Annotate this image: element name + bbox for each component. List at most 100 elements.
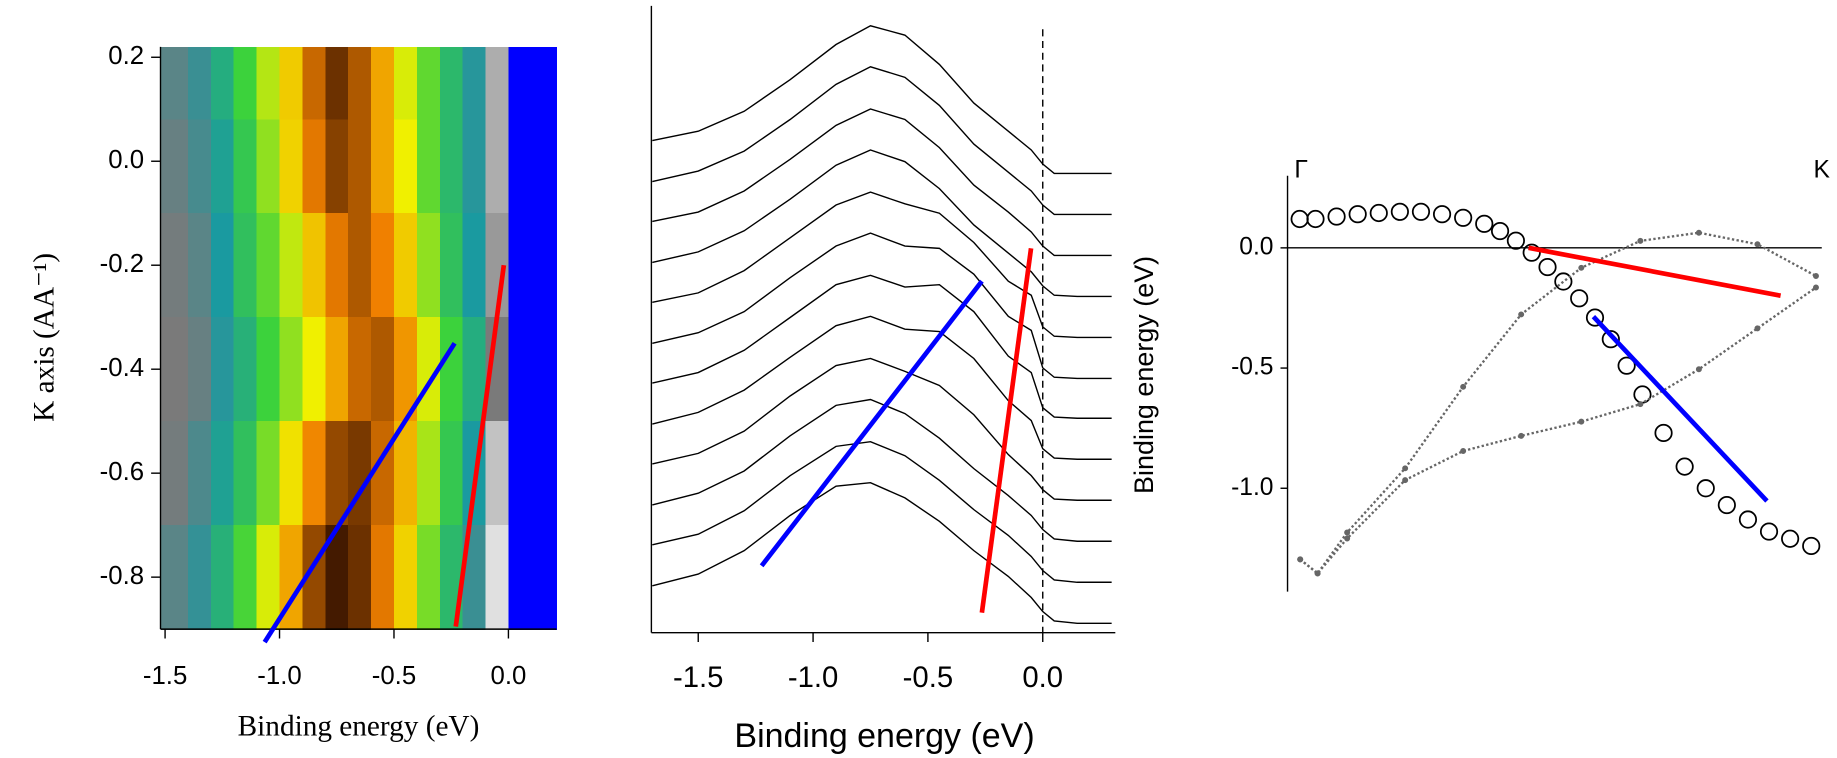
heatmap-cell bbox=[302, 421, 327, 526]
data-point bbox=[1617, 356, 1636, 375]
data-point bbox=[1490, 221, 1510, 241]
data-point bbox=[1675, 457, 1694, 476]
heatmap-cell bbox=[160, 46, 189, 121]
dot-point bbox=[1637, 401, 1644, 408]
spectrum-line bbox=[652, 25, 1112, 175]
y-tick-label: -0.5 bbox=[1231, 354, 1273, 381]
heatmap-cell bbox=[256, 421, 281, 526]
heatmap-cell bbox=[508, 213, 533, 318]
x-tick-label: K bbox=[1814, 157, 1831, 184]
heatmap-cell bbox=[160, 421, 189, 526]
x-tick-label: -1.0 bbox=[257, 662, 301, 690]
fit-line bbox=[453, 264, 507, 627]
heatmap-cell bbox=[210, 46, 235, 121]
heatmap-cell bbox=[393, 525, 418, 630]
spectrum-line bbox=[652, 274, 1112, 419]
heatmap-cell bbox=[160, 119, 189, 214]
heatmap-cell bbox=[279, 46, 304, 121]
data-point bbox=[1369, 203, 1388, 223]
heatmap-cell bbox=[485, 525, 510, 630]
dot-point bbox=[1578, 418, 1585, 425]
fit-line bbox=[1591, 315, 1769, 503]
x-tick-label: 0.0 bbox=[491, 662, 527, 690]
heatmap-cell bbox=[187, 213, 212, 318]
data-point bbox=[1475, 214, 1494, 233]
heatmap-cell bbox=[233, 525, 258, 630]
dot-point bbox=[1344, 529, 1351, 536]
x-tick-label: -0.5 bbox=[372, 662, 416, 690]
heatmap-cell bbox=[256, 46, 281, 121]
dot-point bbox=[1578, 264, 1585, 271]
heatmap-cell bbox=[233, 317, 258, 422]
heatmap-cell bbox=[256, 213, 281, 318]
spectrum-line bbox=[652, 315, 1112, 460]
heatmap-cell bbox=[439, 421, 464, 526]
spectrum-line bbox=[652, 149, 1112, 298]
heatmap-cell bbox=[256, 119, 281, 214]
dot-point bbox=[1297, 556, 1304, 563]
heatmap-cell bbox=[348, 46, 372, 121]
heatmap-cell bbox=[508, 317, 533, 422]
heatmap-cell bbox=[325, 421, 349, 526]
heatmap-cell bbox=[393, 421, 418, 526]
spectrum-line bbox=[652, 108, 1112, 257]
heatmap-cell bbox=[508, 525, 533, 630]
heatmap-cell bbox=[462, 317, 487, 422]
heatmap-cell bbox=[187, 46, 212, 121]
heatmap-cell bbox=[416, 46, 441, 121]
heatmap-cell bbox=[348, 525, 372, 630]
data-point bbox=[1585, 308, 1605, 327]
heatmap-cell bbox=[348, 317, 372, 422]
fit-line bbox=[1528, 245, 1782, 298]
data-point bbox=[1654, 423, 1673, 443]
data-point bbox=[1696, 479, 1715, 498]
heatmap-cell bbox=[210, 317, 235, 422]
heatmap-cell bbox=[256, 317, 281, 422]
heatmap-cell bbox=[279, 317, 304, 422]
y-tick-label: 0.0 bbox=[1239, 233, 1273, 260]
dot-point bbox=[1754, 241, 1761, 248]
heatmap-cell bbox=[160, 317, 189, 422]
x-tick-label: Γ bbox=[1294, 157, 1308, 184]
heatmap-cell bbox=[439, 119, 464, 214]
x-tick-label: -1.5 bbox=[143, 662, 187, 690]
y-axis-title: Binding energy (eV) bbox=[1129, 256, 1159, 494]
dot-point bbox=[1518, 311, 1525, 318]
data-point bbox=[1411, 202, 1431, 221]
heatmap-cell bbox=[439, 525, 464, 630]
fit-line bbox=[262, 341, 457, 644]
heatmap-cell bbox=[371, 317, 395, 422]
x-axis-title: Binding energy (eV) bbox=[238, 710, 480, 742]
x-tick-label: -1.5 bbox=[673, 661, 723, 694]
heatmap-cell bbox=[302, 213, 327, 318]
data-point bbox=[1522, 243, 1541, 262]
dot-point bbox=[1402, 465, 1409, 472]
heatmap-cell bbox=[233, 46, 258, 121]
heatmap-cell bbox=[416, 213, 441, 318]
x-tick-label: -1.0 bbox=[788, 661, 838, 694]
heatmap-cell bbox=[160, 213, 189, 318]
heatmap-cell bbox=[393, 317, 418, 422]
heatmap-cell bbox=[531, 213, 558, 318]
x-tick-label: 0.0 bbox=[1022, 661, 1063, 694]
dot-point bbox=[1695, 229, 1702, 236]
heatmap-cell bbox=[462, 525, 487, 630]
heatmap-cell bbox=[371, 119, 395, 214]
dot-point bbox=[1695, 366, 1702, 373]
data-point bbox=[1738, 510, 1758, 529]
heatmap-cell bbox=[508, 119, 533, 214]
heatmap-cell bbox=[485, 421, 510, 526]
heatmap-cell bbox=[531, 119, 558, 214]
y-tick-label: -0.4 bbox=[100, 354, 144, 382]
dot-point bbox=[1754, 325, 1761, 332]
heatmap-cell bbox=[462, 119, 487, 214]
heatmap-cell bbox=[279, 421, 304, 526]
fit-line bbox=[979, 248, 1034, 614]
dot-point bbox=[1460, 448, 1467, 454]
heatmap-cell bbox=[279, 119, 304, 214]
data-point bbox=[1633, 385, 1652, 404]
heatmap-cell bbox=[256, 525, 281, 630]
dot-point bbox=[1518, 432, 1525, 439]
heatmap-cell bbox=[233, 213, 258, 318]
